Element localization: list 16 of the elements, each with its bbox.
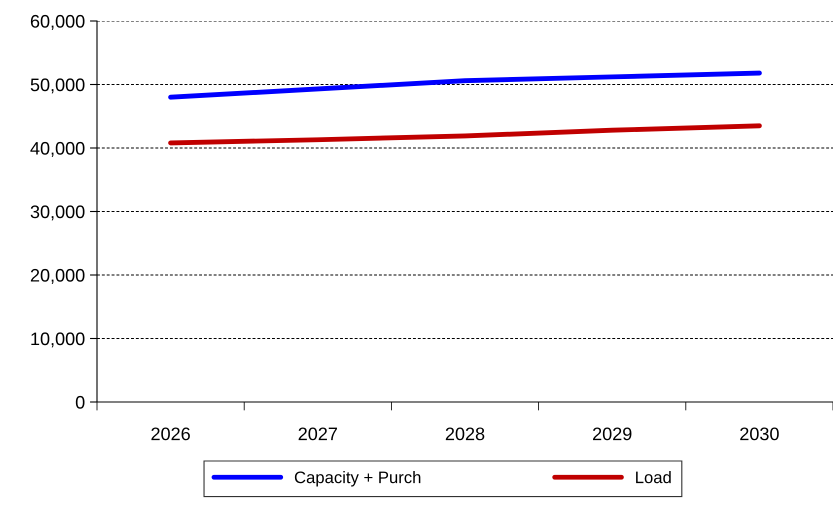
legend-label: Load <box>636 471 671 484</box>
x-tick-label: 2030 <box>740 427 779 440</box>
y-tick-label: 0 <box>76 396 84 409</box>
x-tick-label: 2027 <box>298 427 337 440</box>
legend-label: Capacity + Purch <box>294 471 420 487</box>
y-tick-label: 30,000 <box>30 205 84 220</box>
y-tick-label: 40,000 <box>30 142 84 157</box>
line-series <box>168 123 762 146</box>
y-tick-label: 60,000 <box>30 14 84 30</box>
y-tick-label: 50,000 <box>30 78 84 94</box>
y-tick-label: 10,000 <box>31 332 84 348</box>
y-tick-label: 20,000 <box>30 268 84 284</box>
x-tick-label: 2029 <box>593 427 632 440</box>
x-tick-label: 2028 <box>446 427 484 440</box>
x-tick-label: 2026 <box>151 427 190 440</box>
line-series <box>168 70 762 100</box>
